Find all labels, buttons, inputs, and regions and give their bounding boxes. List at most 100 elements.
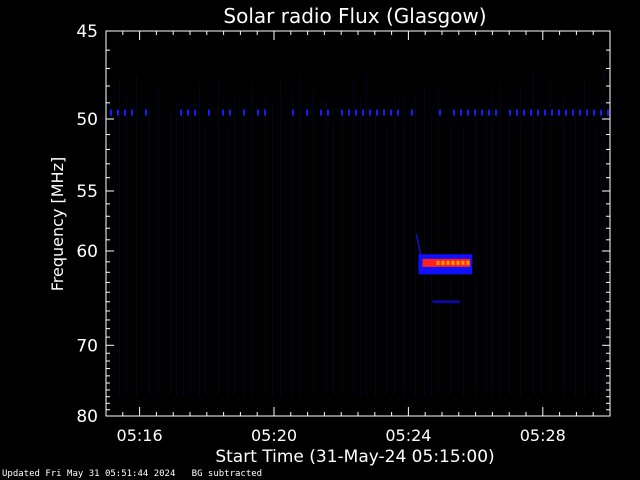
- interference-dash: [208, 109, 210, 116]
- noise-column: [199, 81, 200, 396]
- noise-column: [218, 78, 219, 397]
- interference-dash: [509, 109, 511, 116]
- interference-dash: [257, 109, 259, 116]
- noise-column: [183, 111, 184, 396]
- noise-column: [375, 111, 376, 397]
- interference-dash: [600, 109, 602, 116]
- noise-column: [227, 128, 228, 396]
- noise-column: [424, 86, 425, 396]
- interference-dash: [264, 109, 266, 116]
- y-tick-label: 80: [76, 407, 98, 427]
- interference-dash: [124, 109, 126, 116]
- burst-peak: [441, 260, 445, 265]
- noise-column: [158, 88, 159, 397]
- burst-precursor: [415, 233, 422, 255]
- x-tick-label: 05:16: [117, 426, 163, 445]
- y-tick-label: 55: [76, 182, 98, 202]
- noise-column: [604, 72, 605, 396]
- noise-column: [366, 73, 367, 396]
- noise-column: [386, 128, 387, 396]
- interference-dash: [397, 109, 399, 116]
- y-axis: 45 50 55 60 70 80: [76, 22, 610, 427]
- interference-dash: [194, 109, 196, 116]
- noise-column: [596, 124, 597, 396]
- interference-dash: [110, 109, 112, 116]
- interference-dash: [145, 109, 147, 116]
- interference-dash: [327, 109, 329, 116]
- interference-dash: [530, 109, 532, 116]
- interference-dash: [187, 109, 189, 116]
- chart-title: Solar radio Flux (Glasgow): [223, 4, 486, 28]
- burst-peak: [466, 260, 470, 265]
- x-tick-label: 05:20: [251, 426, 297, 445]
- noise-column: [300, 75, 301, 396]
- interference-dash: [439, 109, 441, 116]
- noise-column: [205, 127, 206, 396]
- interference-dash: [495, 109, 497, 116]
- noise-column: [190, 104, 191, 397]
- interference-dash: [362, 109, 364, 116]
- footer-note: BG subtracted: [191, 469, 263, 479]
- noise-column: [541, 106, 542, 396]
- burst-echo: [432, 300, 461, 304]
- noise-column: [575, 106, 576, 397]
- interference-dash: [516, 109, 518, 116]
- noise-column: [292, 92, 293, 396]
- interference-dash: [593, 109, 595, 116]
- noise-column: [342, 116, 343, 396]
- noise-column: [109, 100, 110, 396]
- interference-dash: [523, 109, 525, 116]
- y-tick-label: 45: [76, 22, 98, 42]
- noise-column: [533, 71, 534, 397]
- x-axis: 05:16 05:20 05:24 05:28: [105, 31, 611, 445]
- interference-dash: [292, 109, 294, 116]
- noise-column: [333, 107, 334, 397]
- burst-core: [422, 258, 471, 267]
- interference-dash: [369, 109, 371, 116]
- interference-dash: [376, 109, 378, 116]
- plot-area: [105, 30, 611, 417]
- interference-dash: [572, 109, 574, 116]
- footer: Updated Fri May 31 05:51:44 2024 BG subt…: [2, 469, 262, 479]
- noise-column: [170, 110, 171, 396]
- interference-dash: [460, 109, 462, 116]
- x-tick-label: 05:24: [385, 426, 431, 445]
- interference-dash: [383, 109, 385, 116]
- noise-column: [280, 80, 281, 396]
- interference-line: [110, 109, 609, 116]
- noise-column: [136, 75, 137, 397]
- burst-peak: [451, 260, 455, 265]
- noise-column: [272, 103, 273, 396]
- interference-dash: [341, 109, 343, 116]
- y-tick-label: 50: [76, 110, 98, 130]
- interference-dash: [222, 109, 224, 116]
- noise-column: [244, 111, 245, 396]
- noise-column: [438, 87, 439, 396]
- noise-column: [520, 87, 521, 397]
- y-tick-label: 70: [76, 336, 98, 356]
- interference-dash: [306, 109, 308, 116]
- interference-dash: [131, 109, 133, 116]
- interference-dash: [243, 109, 245, 116]
- burst-peak: [456, 260, 460, 265]
- noise-column: [492, 90, 493, 396]
- interference-dash: [481, 109, 483, 116]
- interference-dash: [453, 109, 455, 116]
- noise-column: [119, 77, 120, 396]
- interference-dash: [355, 109, 357, 116]
- interference-dash: [180, 109, 182, 116]
- interference-dash: [558, 109, 560, 116]
- interference-dash: [544, 109, 546, 116]
- interference-dash: [229, 109, 231, 116]
- noise-column: [176, 100, 177, 397]
- noise-column: [403, 97, 404, 396]
- interference-dash: [390, 109, 392, 116]
- noise-column: [584, 78, 585, 397]
- noise-column: [126, 97, 127, 396]
- noise-column: [550, 76, 551, 397]
- interference-dash: [411, 109, 413, 116]
- interference-dash: [607, 109, 609, 116]
- interference-dash: [348, 109, 350, 116]
- y-tick-label: 60: [76, 242, 98, 262]
- noise-column: [500, 83, 501, 397]
